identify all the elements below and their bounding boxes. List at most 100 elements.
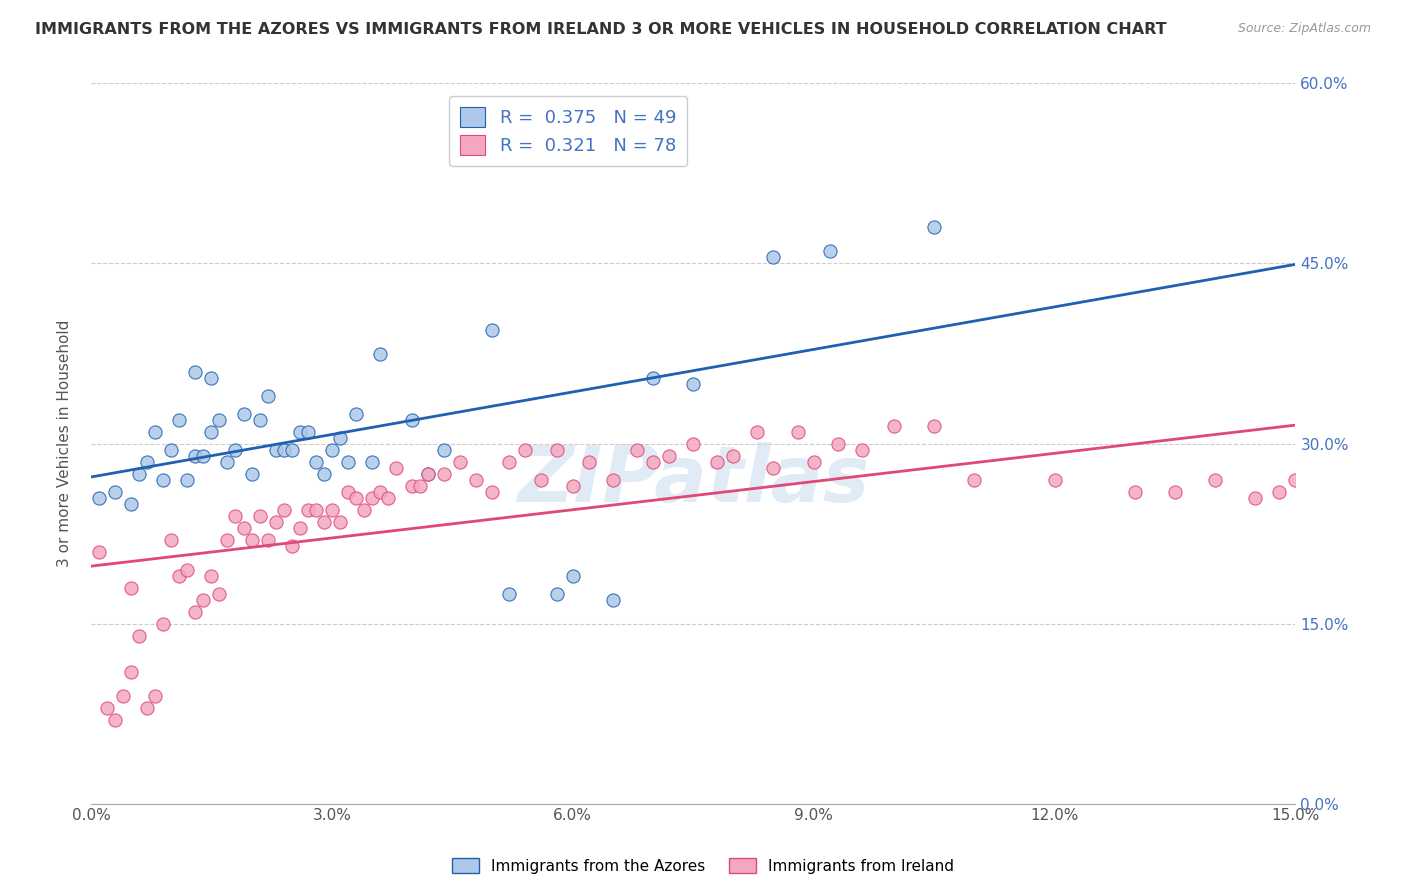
Y-axis label: 3 or more Vehicles in Household: 3 or more Vehicles in Household	[58, 320, 72, 567]
Point	[481, 322, 503, 336]
Point	[344, 491, 367, 505]
Point	[1123, 484, 1146, 499]
Point	[184, 449, 207, 463]
Point	[217, 454, 239, 468]
Point	[786, 425, 808, 439]
Point	[264, 515, 287, 529]
Point	[641, 370, 664, 384]
Point	[305, 502, 328, 516]
Point	[104, 713, 127, 727]
Point	[883, 418, 905, 433]
Point	[762, 251, 785, 265]
Point	[361, 454, 384, 468]
Point	[344, 407, 367, 421]
Point	[682, 376, 704, 391]
Point	[321, 442, 343, 457]
Point	[184, 364, 207, 378]
Point	[401, 412, 423, 426]
Point	[602, 592, 624, 607]
Point	[329, 431, 352, 445]
Point	[232, 407, 254, 421]
Point	[353, 502, 375, 516]
Point	[249, 412, 271, 426]
Point	[481, 484, 503, 499]
Point	[747, 425, 769, 439]
Point	[433, 467, 456, 481]
Point	[682, 436, 704, 450]
Point	[336, 484, 359, 499]
Point	[143, 425, 166, 439]
Point	[256, 533, 278, 547]
Point	[184, 605, 207, 619]
Point	[449, 454, 471, 468]
Point	[87, 544, 110, 558]
Point	[297, 425, 319, 439]
Point	[723, 449, 745, 463]
Point	[409, 478, 432, 492]
Point	[112, 689, 135, 703]
Point	[193, 449, 215, 463]
Point	[193, 592, 215, 607]
Point	[851, 442, 873, 457]
Point	[120, 665, 142, 679]
Point	[578, 454, 600, 468]
Point	[240, 533, 263, 547]
Text: IMMIGRANTS FROM THE AZORES VS IMMIGRANTS FROM IRELAND 3 OR MORE VEHICLES IN HOUS: IMMIGRANTS FROM THE AZORES VS IMMIGRANTS…	[35, 22, 1167, 37]
Point	[200, 568, 222, 582]
Point	[240, 467, 263, 481]
Point	[513, 442, 536, 457]
Legend: Immigrants from the Azores, Immigrants from Ireland: Immigrants from the Azores, Immigrants f…	[446, 852, 960, 880]
Point	[120, 581, 142, 595]
Point	[96, 700, 118, 714]
Point	[273, 502, 295, 516]
Point	[312, 515, 335, 529]
Point	[128, 629, 150, 643]
Point	[280, 442, 302, 457]
Point	[530, 473, 553, 487]
Point	[256, 388, 278, 402]
Point	[522, 106, 544, 120]
Point	[160, 442, 183, 457]
Text: ZIPatlas: ZIPatlas	[517, 442, 869, 517]
Point	[1043, 473, 1066, 487]
Point	[1164, 484, 1187, 499]
Legend: R =  0.375   N = 49, R =  0.321   N = 78: R = 0.375 N = 49, R = 0.321 N = 78	[450, 96, 688, 166]
Point	[288, 425, 311, 439]
Point	[176, 563, 198, 577]
Point	[963, 473, 986, 487]
Point	[136, 454, 159, 468]
Point	[546, 586, 568, 600]
Point	[200, 425, 222, 439]
Point	[922, 418, 945, 433]
Point	[922, 220, 945, 235]
Point	[273, 442, 295, 457]
Point	[561, 478, 583, 492]
Point	[152, 473, 174, 487]
Point	[321, 502, 343, 516]
Point	[433, 442, 456, 457]
Point	[1324, 491, 1347, 505]
Point	[418, 467, 440, 481]
Point	[546, 442, 568, 457]
Point	[762, 460, 785, 475]
Point	[498, 586, 520, 600]
Point	[385, 460, 408, 475]
Point	[561, 568, 583, 582]
Point	[280, 539, 302, 553]
Point	[401, 478, 423, 492]
Point	[305, 454, 328, 468]
Point	[128, 467, 150, 481]
Point	[176, 473, 198, 487]
Point	[498, 454, 520, 468]
Point	[217, 533, 239, 547]
Point	[418, 467, 440, 481]
Point	[658, 449, 681, 463]
Point	[143, 689, 166, 703]
Point	[312, 467, 335, 481]
Point	[1244, 491, 1267, 505]
Point	[1204, 473, 1226, 487]
Point	[152, 616, 174, 631]
Point	[288, 520, 311, 534]
Point	[465, 473, 488, 487]
Point	[208, 586, 231, 600]
